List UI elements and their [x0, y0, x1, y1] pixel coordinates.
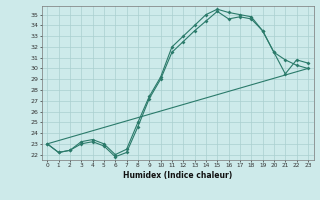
X-axis label: Humidex (Indice chaleur): Humidex (Indice chaleur) [123, 171, 232, 180]
